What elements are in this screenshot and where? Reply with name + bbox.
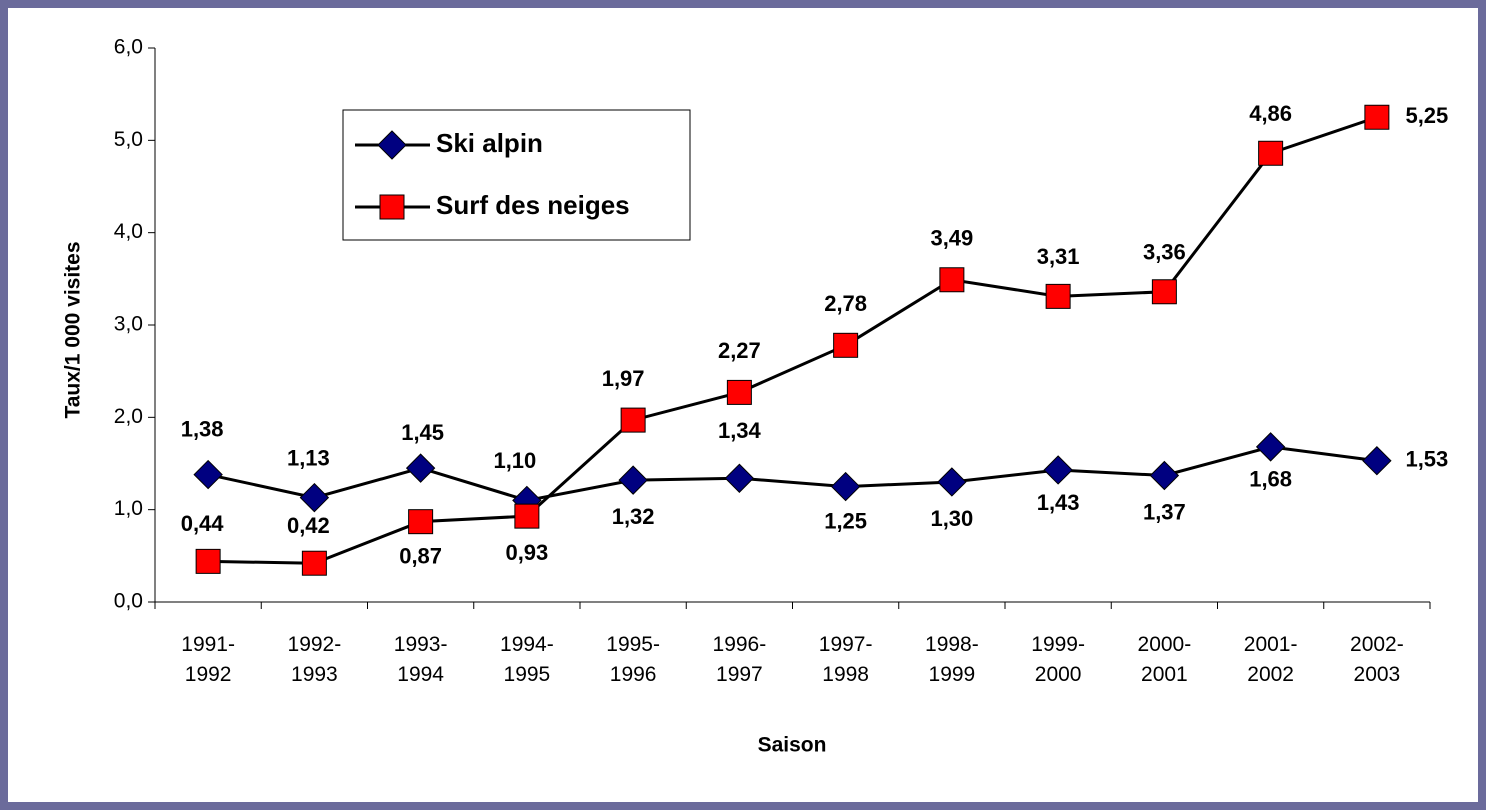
data-label: 3,31 xyxy=(1037,244,1080,269)
data-label: 1,34 xyxy=(718,418,762,443)
marker xyxy=(1258,140,1284,166)
data-label: 3,36 xyxy=(1143,240,1186,265)
data-label: 0,93 xyxy=(505,540,548,565)
marker xyxy=(833,332,859,358)
x-tick-label: 2000-2001 xyxy=(1137,633,1192,686)
y-tick-label: 3,0 xyxy=(114,313,143,336)
marker xyxy=(1255,432,1286,462)
legend-label: Ski alpin xyxy=(436,128,543,158)
marker xyxy=(618,465,648,495)
y-tick-label: 5,0 xyxy=(114,128,143,151)
x-tick-label: 1993-1994 xyxy=(393,633,448,686)
marker xyxy=(939,267,965,293)
x-tick-label: 1999-2000 xyxy=(1031,633,1085,686)
data-label: 1,13 xyxy=(287,445,330,470)
data-label: 4,86 xyxy=(1249,101,1292,126)
marker xyxy=(377,130,407,160)
y-tick-label: 1,0 xyxy=(114,497,143,520)
x-tick-label: 1995-1996 xyxy=(606,633,660,686)
data-label: 1,68 xyxy=(1249,467,1292,492)
marker xyxy=(620,407,646,433)
data-label: 3,49 xyxy=(930,226,973,251)
data-label: 1,30 xyxy=(930,506,973,531)
x-tick-label: 1991-1992 xyxy=(181,633,235,686)
x-tick-label: 1996-1997 xyxy=(712,633,767,686)
data-label: 2,78 xyxy=(824,291,867,316)
data-label: 1,32 xyxy=(612,504,655,529)
marker xyxy=(1151,279,1177,305)
data-label: 0,42 xyxy=(287,513,330,538)
legend-label: Surf des neiges xyxy=(436,190,630,220)
y-axis-title: Taux/1 000 visites xyxy=(62,241,85,418)
marker xyxy=(1149,460,1180,491)
data-label: 0,87 xyxy=(399,543,442,568)
y-tick-label: 0,0 xyxy=(114,590,143,613)
marker xyxy=(408,509,434,535)
marker xyxy=(1043,455,1073,485)
series-line xyxy=(208,115,1378,565)
x-tick-label: 1994-1995 xyxy=(500,633,554,686)
y-tick-label: 2,0 xyxy=(114,405,143,428)
data-label: 1,53 xyxy=(1405,447,1448,472)
x-tick-label: 1997-1998 xyxy=(818,633,873,686)
y-tick-label: 6,0 xyxy=(114,36,143,59)
data-label: 1,10 xyxy=(493,448,536,473)
data-label: 1,38 xyxy=(181,416,224,441)
marker xyxy=(937,467,967,497)
marker xyxy=(1364,104,1390,130)
marker xyxy=(299,482,330,513)
marker xyxy=(1362,446,1392,476)
x-tick-label: 2002-2003 xyxy=(1350,633,1404,686)
data-label: 1,37 xyxy=(1143,499,1186,524)
data-label: 2,27 xyxy=(718,338,761,363)
data-label: 1,97 xyxy=(602,366,645,391)
marker xyxy=(724,463,755,493)
y-tick-label: 4,0 xyxy=(114,220,143,243)
marker xyxy=(514,503,540,529)
x-tick-label: 1998-1999 xyxy=(925,633,979,686)
x-tick-label: 1992-1993 xyxy=(287,633,342,686)
data-label: 5,25 xyxy=(1405,103,1448,128)
data-label: 1,25 xyxy=(824,508,867,533)
x-axis-title: Saison xyxy=(758,734,827,757)
marker xyxy=(405,453,436,483)
data-label: 1,43 xyxy=(1037,490,1080,515)
marker xyxy=(193,459,223,490)
marker xyxy=(1045,283,1071,309)
marker xyxy=(726,379,752,405)
data-label: 1,45 xyxy=(401,420,444,445)
marker xyxy=(830,471,861,502)
marker xyxy=(195,548,221,574)
x-tick-label: 2001-2002 xyxy=(1243,633,1298,686)
marker xyxy=(379,194,405,220)
series-line xyxy=(207,445,1378,502)
data-label: 0,44 xyxy=(181,511,225,536)
marker xyxy=(301,550,327,576)
